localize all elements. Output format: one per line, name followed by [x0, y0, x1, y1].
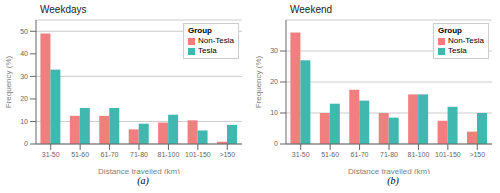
svg-text:20: 20: [270, 78, 278, 85]
svg-text:Frequency (%): Frequency (%): [8, 55, 13, 108]
svg-text:Distance travelled (km): Distance travelled (km): [98, 167, 180, 174]
html-text:Group: Group: [188, 26, 212, 35]
html-text:Non-Tesla: Non-Tesla: [448, 36, 484, 45]
svg-text:10: 10: [270, 109, 278, 116]
svg-text:10: 10: [20, 118, 28, 125]
svg-text:0: 0: [274, 140, 278, 147]
svg-text:>150: >150: [469, 151, 485, 158]
svg-text:30: 30: [20, 73, 28, 80]
svg-text:31-50: 31-50: [292, 151, 310, 158]
svg-text:61-70: 61-70: [351, 151, 369, 158]
svg-text:>150: >150: [219, 151, 235, 158]
html-text:Tesla: Tesla: [198, 46, 217, 55]
svg-text:101-150: 101-150: [185, 151, 211, 158]
svg-text:50: 50: [20, 28, 28, 35]
svg-text:Frequency (%): Frequency (%): [254, 55, 263, 108]
html-text:Tesla: Tesla: [448, 46, 467, 55]
svg-text:20: 20: [20, 95, 28, 102]
svg-text:81-100: 81-100: [408, 151, 430, 158]
html-text:Weekdays: Weekdays: [40, 4, 87, 15]
html-text:Non-Tesla: Non-Tesla: [198, 36, 234, 45]
svg-text:Distance travelled (km): Distance travelled (km): [348, 167, 430, 174]
html-text:Weekend: Weekend: [290, 4, 333, 15]
svg-text:81-100: 81-100: [158, 151, 180, 158]
svg-text:0: 0: [24, 140, 28, 147]
svg-text:61-70: 61-70: [101, 151, 119, 158]
svg-text:51-60: 51-60: [71, 151, 89, 158]
html-text:Group: Group: [438, 26, 462, 35]
svg-text:71-80: 71-80: [130, 151, 148, 158]
html-text:(a): (a): [137, 175, 149, 186]
svg-text:31-50: 31-50: [42, 151, 60, 158]
svg-text:101-150: 101-150: [435, 151, 461, 158]
svg-text:51-60: 51-60: [321, 151, 339, 158]
svg-text:71-80: 71-80: [380, 151, 398, 158]
svg-text:40: 40: [20, 50, 28, 57]
svg-text:30: 30: [270, 47, 278, 54]
html-text:(b): (b): [387, 175, 399, 186]
